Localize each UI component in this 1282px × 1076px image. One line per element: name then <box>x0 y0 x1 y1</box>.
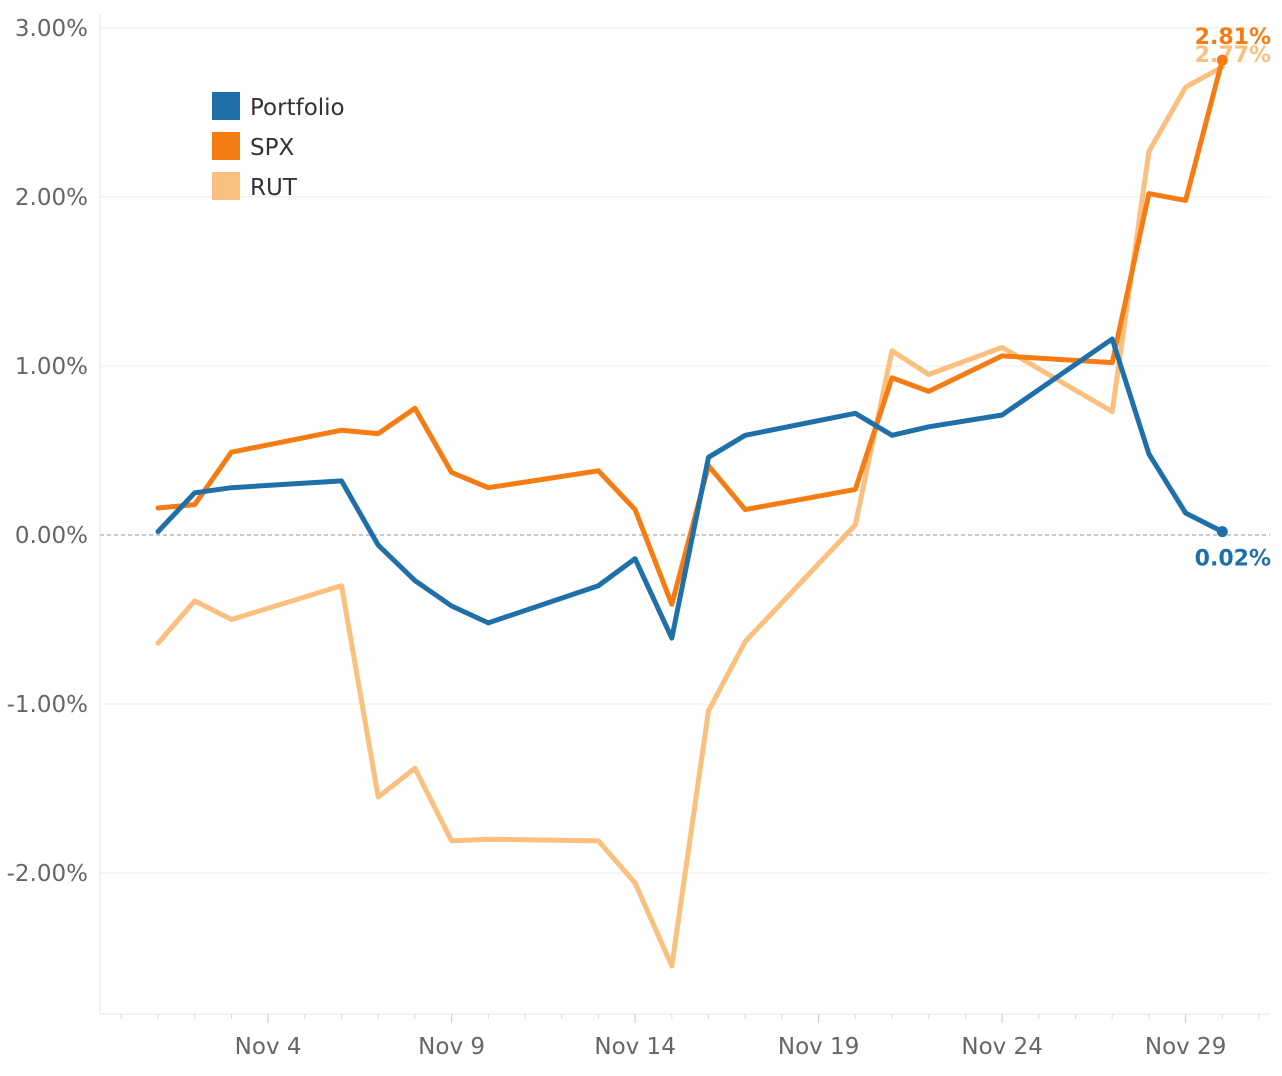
x-tick-label: Nov 29 <box>1145 1034 1226 1060</box>
y-tick-label: -2.00% <box>7 861 88 887</box>
end-markers: 2.77%2.81% 0.02% <box>1195 25 1271 572</box>
series-lines <box>155 57 1225 969</box>
y-tick-label: 0.00% <box>15 523 88 549</box>
x-tick-label: Nov 14 <box>594 1034 675 1060</box>
x-axis-ticks: Nov 4 Nov 9 Nov 14 Nov 19 Nov 24 Nov 29 <box>120 1014 1260 1060</box>
y-tick-label: 2.00% <box>15 185 88 211</box>
x-tick-label: Nov 4 <box>235 1034 302 1060</box>
end-label-portfolio: 0.02% <box>1195 547 1271 572</box>
legend-label-portfolio: Portfolio <box>250 95 345 121</box>
x-tick-label: Nov 19 <box>778 1034 859 1060</box>
y-axis-ticks: 3.00% 2.00% 1.00% 0.00% -1.00% -2.00% <box>7 16 88 887</box>
legend-swatch-portfolio <box>212 92 240 120</box>
legend: Portfolio SPX RUT <box>212 92 345 201</box>
end-marker-portfolio <box>1216 526 1228 538</box>
y-tick-label: -1.00% <box>7 692 88 718</box>
end-marker-spx <box>1216 54 1228 66</box>
legend-label-spx: SPX <box>250 135 294 161</box>
y-tick-label: 3.00% <box>15 16 88 42</box>
end-label-rut: 2.77% <box>1195 43 1271 68</box>
y-tick-label: 1.00% <box>15 354 88 380</box>
series-line-rut <box>155 64 1225 969</box>
legend-label-rut: RUT <box>250 175 298 201</box>
series-line-portfolio <box>155 336 1225 641</box>
legend-swatch-spx <box>212 132 240 160</box>
legend-swatch-rut <box>212 172 240 200</box>
series-line-spx <box>155 57 1225 607</box>
x-tick-label: Nov 24 <box>961 1034 1042 1060</box>
x-tick-label: Nov 9 <box>418 1034 485 1060</box>
end-label-spx: 2.81% <box>1195 25 1271 50</box>
